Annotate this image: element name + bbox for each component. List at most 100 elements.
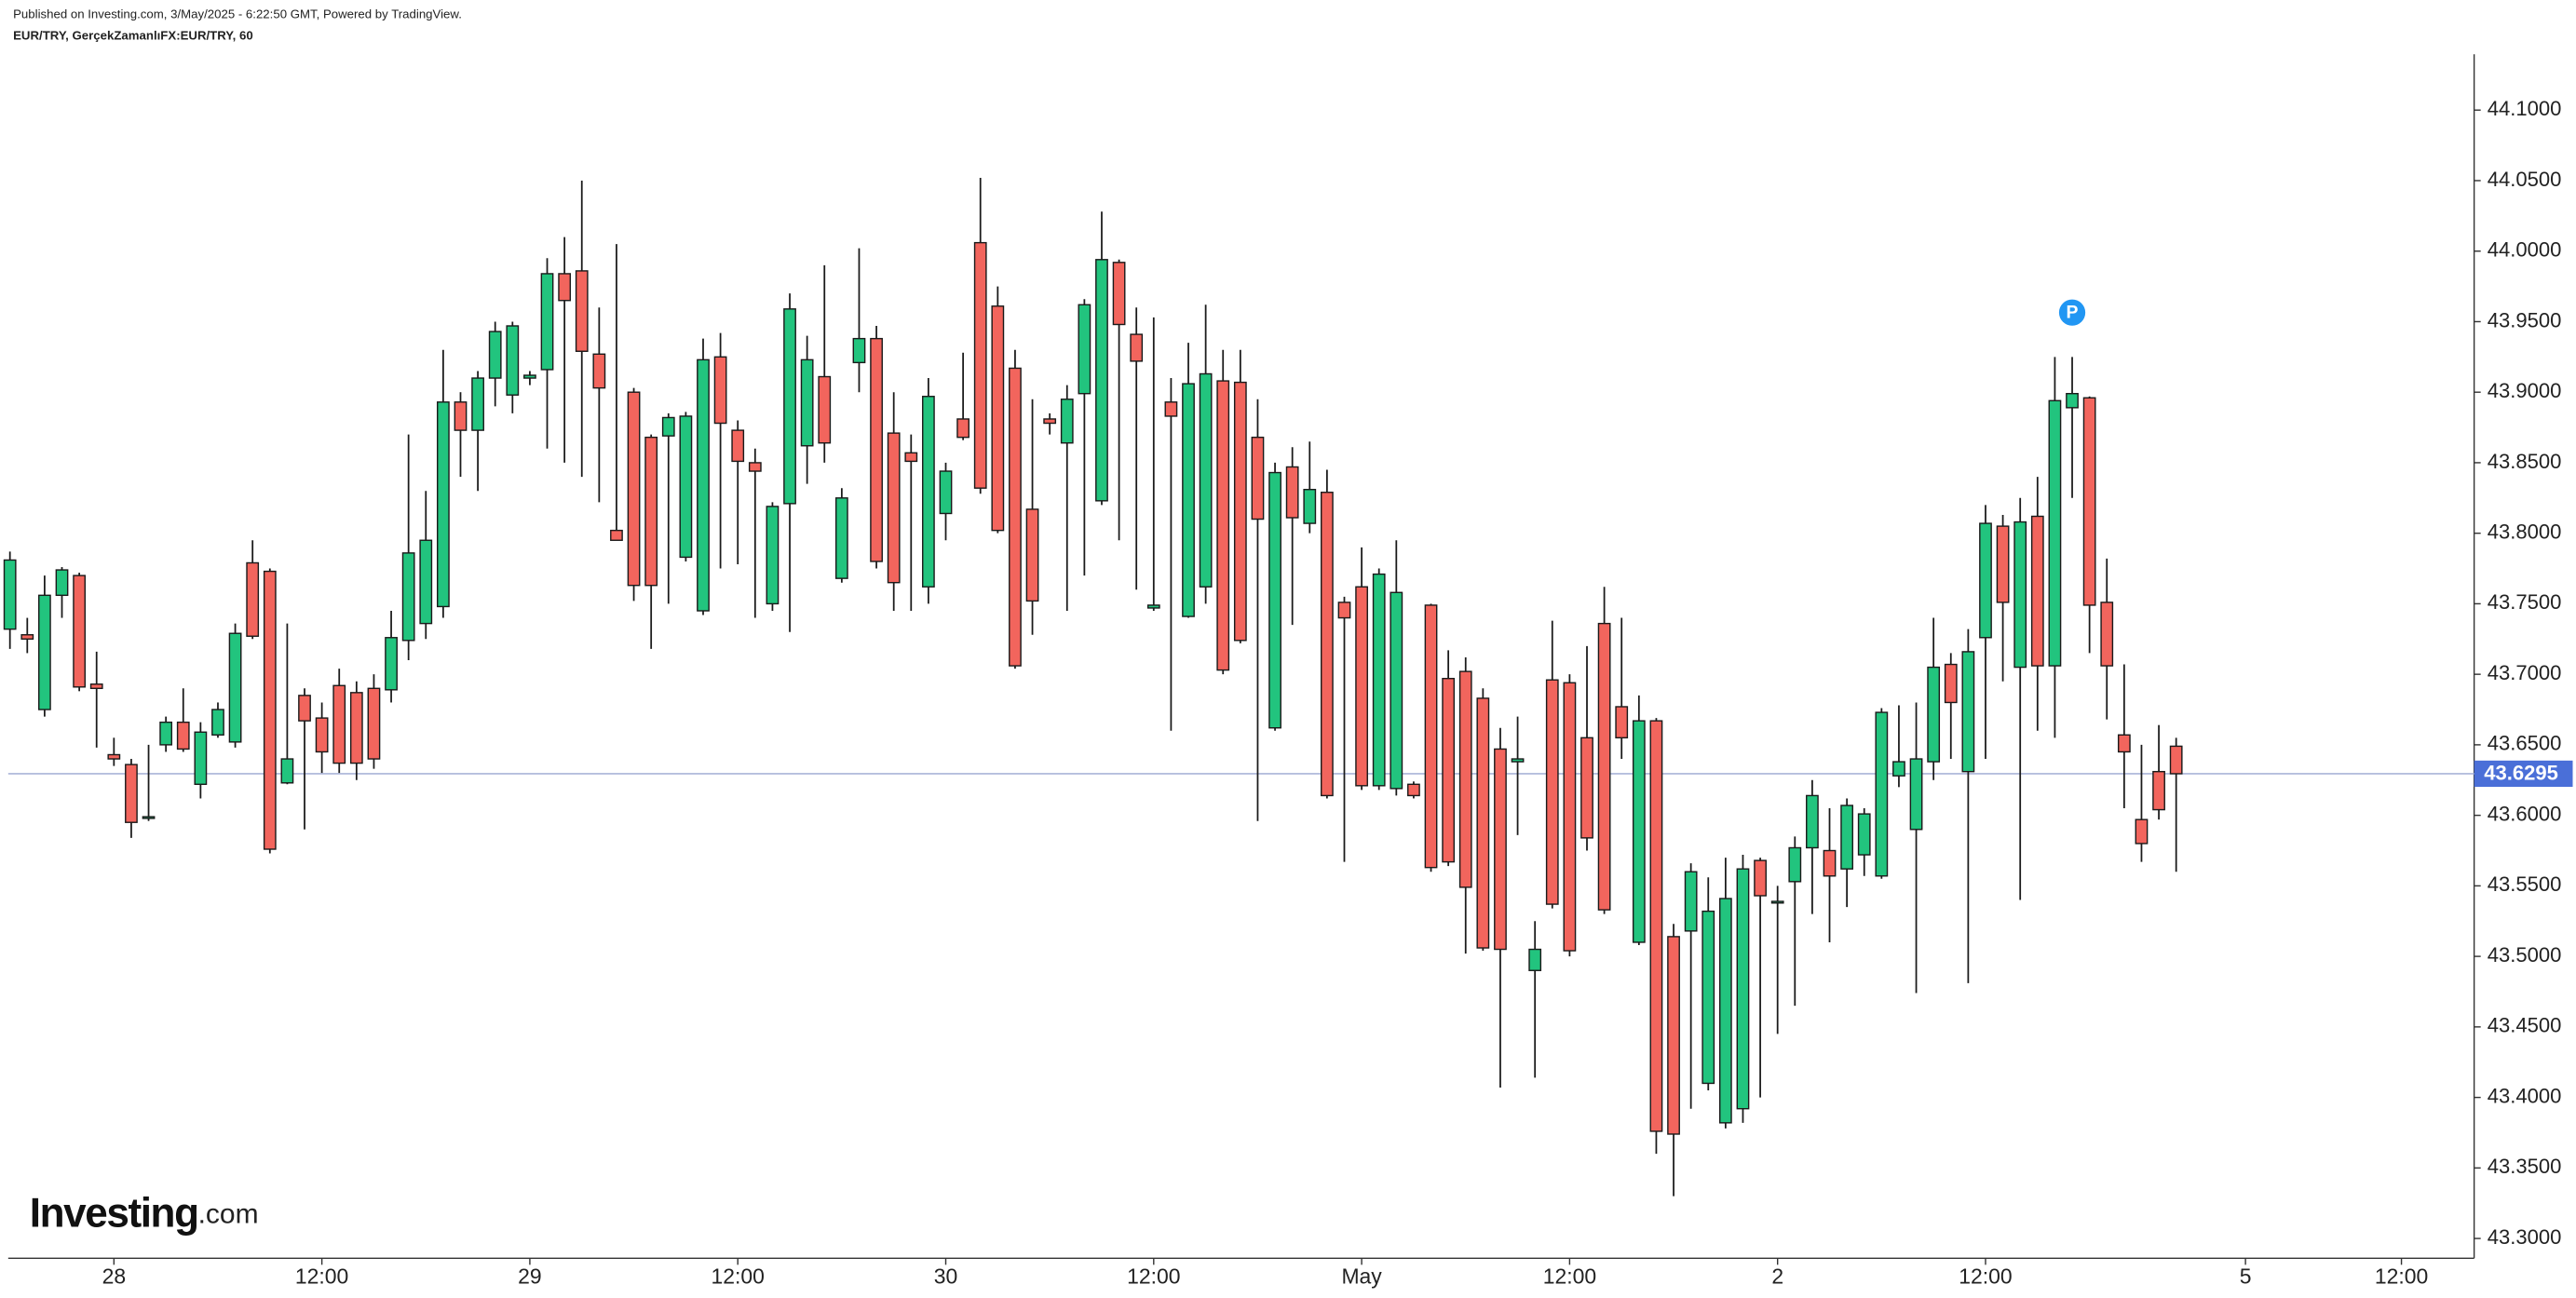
- y-tick-label: 43.8500: [2488, 450, 2562, 473]
- candle-body: [2169, 745, 2183, 775]
- candle-body: [298, 695, 311, 722]
- candle-body: [2117, 734, 2131, 753]
- candle-body: [1857, 813, 1871, 856]
- candle-body: [1182, 383, 1195, 617]
- candle-body: [627, 391, 641, 587]
- candle-body: [1078, 304, 1091, 395]
- candle-body: [870, 337, 883, 562]
- candle-body: [2066, 393, 2079, 409]
- y-tick-label: 43.9500: [2488, 308, 2562, 331]
- candle-body: [1754, 859, 1767, 897]
- y-tick-label: 43.9000: [2488, 379, 2562, 402]
- candle-body: [1944, 663, 1958, 704]
- last-price-box: [2474, 760, 2573, 788]
- candle-body: [488, 331, 502, 379]
- candle-body: [2030, 515, 2044, 667]
- marker: [2058, 299, 2086, 326]
- x-tick-label: 12:00: [1127, 1264, 1180, 1289]
- candle-body: [1164, 401, 1178, 417]
- candle-body: [1528, 948, 1542, 971]
- candle-body: [592, 353, 606, 389]
- candle-body: [731, 429, 745, 463]
- candle-body: [922, 396, 935, 588]
- candle-body: [2135, 818, 2149, 845]
- candle-body: [419, 539, 433, 625]
- candle-body: [385, 637, 398, 691]
- candle-body: [610, 529, 623, 541]
- candle-body: [1615, 706, 1629, 739]
- candle-body: [315, 717, 329, 753]
- candle-body: [800, 358, 814, 447]
- x-tick-label: 5: [2240, 1264, 2252, 1289]
- candle-body: [1494, 748, 1507, 951]
- candle-body: [783, 308, 796, 505]
- candle-body: [1043, 418, 1057, 425]
- candle-body: [661, 416, 675, 437]
- candle-body: [1337, 602, 1351, 619]
- candle-body: [1458, 670, 1472, 888]
- candle-body: [55, 569, 69, 597]
- marker-label: P: [2067, 303, 2079, 323]
- candle-body: [1372, 573, 1386, 787]
- candle-body: [1788, 846, 1802, 883]
- x-tick-label: 29: [518, 1264, 542, 1289]
- last-price-label: 43.6295: [2484, 762, 2558, 785]
- candle-body: [1285, 466, 1299, 519]
- candle-body: [1702, 910, 1715, 1085]
- x-tick-label: 2: [1771, 1264, 1783, 1289]
- candle-body: [887, 432, 901, 584]
- candle-body: [1927, 666, 1941, 763]
- x-tick-label: 12:00: [295, 1264, 348, 1289]
- y-tick-label: 44.0000: [2488, 238, 2562, 262]
- candle-body: [1892, 761, 1905, 777]
- candle-body: [834, 497, 848, 579]
- logo-main: Investing: [30, 1190, 198, 1236]
- symbol-info: EUR/TRY, GerçekZamanlıFX:EUR/TRY, 60: [13, 28, 253, 42]
- candle-body: [1112, 262, 1126, 326]
- candle-body: [1130, 333, 1144, 362]
- candle-body: [697, 358, 710, 612]
- x-tick-label: 12:00: [1543, 1264, 1596, 1289]
- y-tick-label: 43.7500: [2488, 590, 2562, 614]
- candle-body: [3, 559, 17, 630]
- y-tick-label: 44.1000: [2488, 97, 2562, 120]
- candle-body: [1146, 604, 1160, 609]
- candle-body: [748, 462, 762, 472]
- candle-body: [1216, 380, 1230, 671]
- candle-body: [766, 506, 780, 605]
- candle-body: [1303, 489, 1317, 524]
- y-tick-label: 43.7000: [2488, 661, 2562, 684]
- candle-body: [1684, 871, 1698, 932]
- candle-body: [176, 721, 190, 750]
- candle-body: [904, 452, 918, 463]
- candle-body: [1199, 372, 1213, 588]
- x-tick-label: 12:00: [1959, 1264, 2012, 1289]
- logo-suffix: .com: [198, 1198, 259, 1229]
- y-tick-label: 43.5000: [2488, 943, 2562, 967]
- candle-body: [1060, 399, 1074, 444]
- candle-body: [1407, 783, 1420, 797]
- x-tick-label: 28: [102, 1264, 127, 1289]
- candle-body: [818, 375, 832, 444]
- candle-body: [2013, 521, 2027, 669]
- y-tick-label: 43.4500: [2488, 1014, 2562, 1037]
- candle-body: [1961, 651, 1975, 773]
- candle-body: [142, 816, 156, 819]
- candle-body: [89, 683, 103, 690]
- candle-body: [1875, 711, 1889, 877]
- candle-body: [1979, 522, 1992, 639]
- x-tick-label: May: [1341, 1264, 1382, 1289]
- candle-body: [194, 731, 208, 786]
- candle-body: [454, 401, 468, 431]
- candle-body: [1718, 898, 1732, 1124]
- y-tick-label: 43.6000: [2488, 802, 2562, 825]
- candle-body: [1649, 720, 1663, 1132]
- candle-body: [973, 241, 987, 489]
- candle-body: [1580, 737, 1593, 839]
- y-tick-label: 43.4000: [2488, 1084, 2562, 1107]
- candle-body: [679, 415, 693, 559]
- candle-body: [228, 632, 242, 743]
- y-tick-label: 43.3500: [2488, 1155, 2562, 1178]
- candle-body: [523, 374, 536, 379]
